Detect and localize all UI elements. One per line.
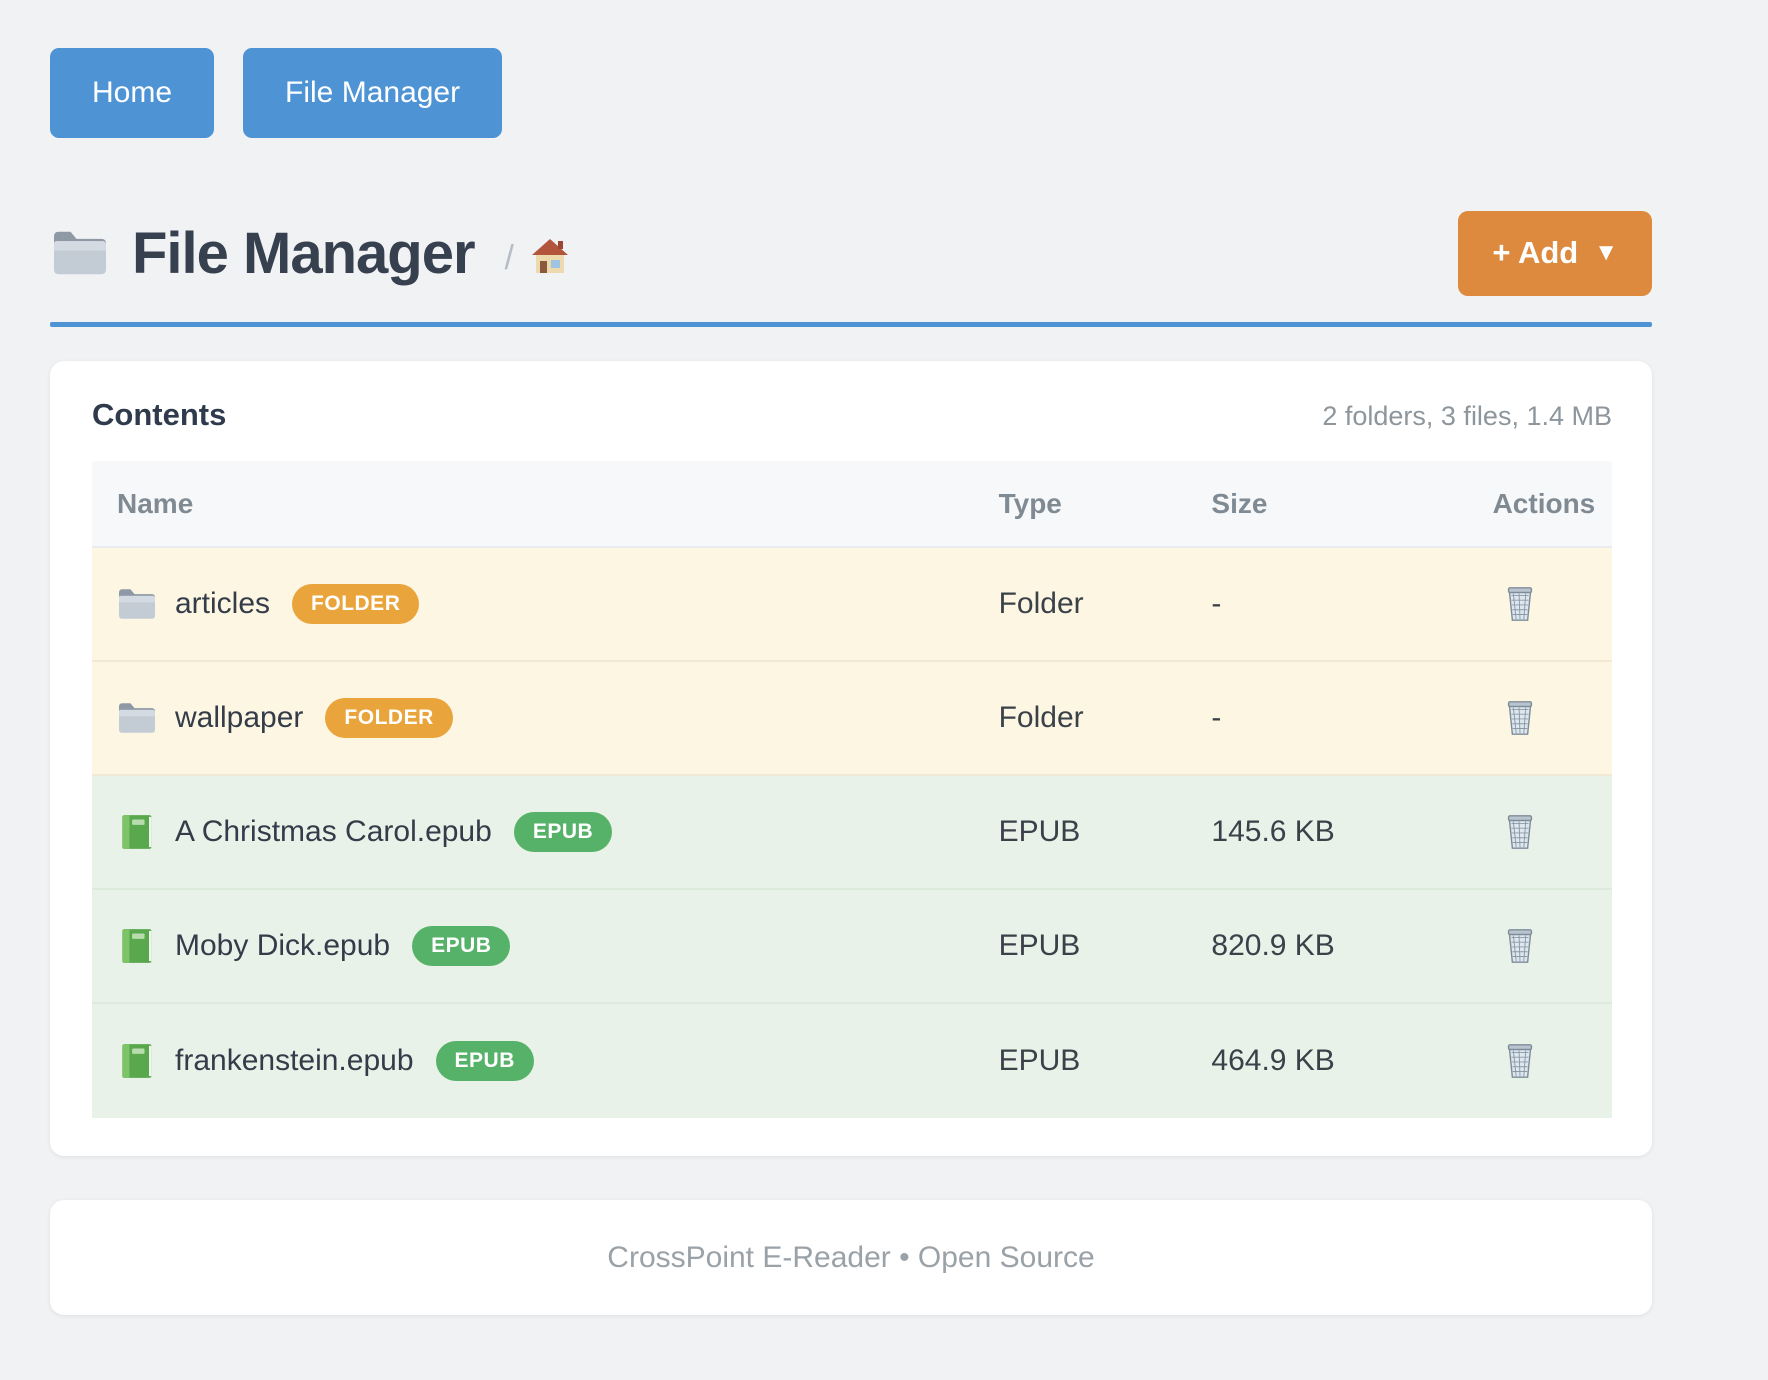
file-size: 145.6 KB bbox=[1211, 815, 1335, 848]
table-row[interactable]: wallpaper FOLDER Folder - bbox=[92, 662, 1612, 776]
file-size: 820.9 KB bbox=[1211, 929, 1335, 962]
green-book-icon bbox=[122, 1044, 152, 1078]
contents-heading: Contents bbox=[92, 397, 227, 432]
add-button[interactable]: + Add ▼ bbox=[1458, 210, 1652, 296]
page-header: File Manager / + Add ▼ bbox=[50, 198, 1652, 308]
home-icon[interactable] bbox=[530, 237, 570, 275]
file-name: articles bbox=[175, 587, 271, 620]
file-size: - bbox=[1211, 701, 1222, 734]
file-name: Moby Dick.epub bbox=[175, 929, 391, 962]
wastebasket-icon bbox=[1507, 815, 1532, 849]
file-table: Name Type Size Actions articles FOLDER F… bbox=[92, 461, 1612, 1118]
table-row[interactable]: frankenstein.epub EPUB EPUB 464.9 KB bbox=[92, 1004, 1612, 1118]
delete-button[interactable] bbox=[1498, 696, 1542, 740]
footer-text: CrossPoint E-Reader • Open Source bbox=[607, 1240, 1095, 1274]
column-header-name: Name bbox=[117, 487, 194, 519]
epub-badge: EPUB bbox=[412, 926, 511, 966]
file-size: - bbox=[1211, 587, 1222, 620]
column-header-type: Type bbox=[998, 487, 1062, 519]
epub-badge: EPUB bbox=[513, 812, 613, 852]
footer: CrossPoint E-Reader • Open Source bbox=[50, 1200, 1652, 1315]
file-name: A Christmas Carol.epub bbox=[175, 815, 492, 848]
folder-badge: FOLDER bbox=[325, 698, 453, 738]
folder-icon bbox=[119, 589, 155, 619]
file-type: Folder bbox=[998, 587, 1084, 620]
delete-button[interactable] bbox=[1498, 582, 1542, 626]
divider bbox=[50, 322, 1652, 327]
folder-icon bbox=[54, 231, 106, 275]
column-header-size: Size bbox=[1211, 487, 1268, 519]
wastebasket-icon bbox=[1507, 701, 1532, 735]
file-type: EPUB bbox=[998, 929, 1081, 962]
wastebasket-icon bbox=[1507, 929, 1532, 963]
contents-card: Contents 2 folders, 3 files, 1.4 MB Name… bbox=[50, 361, 1652, 1156]
file-size: 464.9 KB bbox=[1211, 1044, 1335, 1077]
delete-button[interactable] bbox=[1498, 924, 1542, 968]
folder-badge: FOLDER bbox=[292, 584, 420, 624]
file-type: Folder bbox=[998, 701, 1084, 734]
breadcrumb-separator: / bbox=[504, 238, 514, 277]
green-book-icon bbox=[122, 929, 152, 963]
file-name: wallpaper bbox=[175, 701, 304, 734]
nav-file-manager-button[interactable]: File Manager bbox=[243, 48, 503, 138]
file-type: EPUB bbox=[998, 815, 1081, 848]
table-row[interactable]: A Christmas Carol.epub EPUB EPUB 145.6 K… bbox=[92, 776, 1612, 890]
add-button-label: + Add bbox=[1492, 235, 1579, 270]
table-row[interactable]: articles FOLDER Folder - bbox=[92, 548, 1612, 662]
delete-button[interactable] bbox=[1498, 1039, 1542, 1083]
table-header-row: Name Type Size Actions bbox=[92, 461, 1612, 548]
chevron-down-icon: ▼ bbox=[1594, 239, 1618, 266]
table-row[interactable]: Moby Dick.epub EPUB EPUB 820.9 KB bbox=[92, 890, 1612, 1004]
file-type: EPUB bbox=[998, 1044, 1081, 1077]
nav-home-button[interactable]: Home bbox=[50, 48, 215, 138]
epub-badge: EPUB bbox=[435, 1041, 534, 1081]
green-book-icon bbox=[122, 815, 152, 849]
delete-button[interactable] bbox=[1498, 810, 1542, 854]
page: Home File Manager File Manager / + Add ▼… bbox=[50, 48, 1652, 1315]
page-title: File Manager bbox=[132, 220, 476, 286]
wastebasket-icon bbox=[1507, 587, 1532, 621]
breadcrumb-nav: Home File Manager bbox=[50, 48, 1652, 138]
contents-summary: 2 folders, 3 files, 1.4 MB bbox=[1322, 401, 1612, 431]
file-name: frankenstein.epub bbox=[175, 1044, 414, 1077]
column-header-actions: Actions bbox=[1492, 487, 1596, 519]
wastebasket-icon bbox=[1507, 1044, 1532, 1078]
folder-icon bbox=[119, 703, 155, 733]
